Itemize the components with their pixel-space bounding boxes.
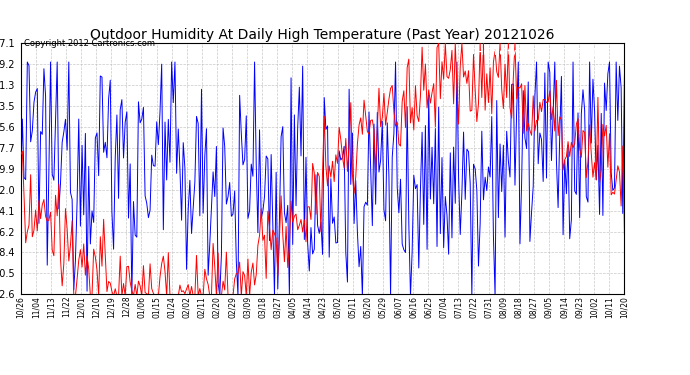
Title: Outdoor Humidity At Daily High Temperature (Past Year) 20121026: Outdoor Humidity At Daily High Temperatu… (90, 28, 555, 42)
Text: Copyright 2012 Cartronics.com: Copyright 2012 Cartronics.com (24, 39, 155, 48)
Text: Humidity (%): Humidity (%) (477, 48, 533, 57)
Text: Temp (°F): Temp (°F) (567, 48, 609, 57)
